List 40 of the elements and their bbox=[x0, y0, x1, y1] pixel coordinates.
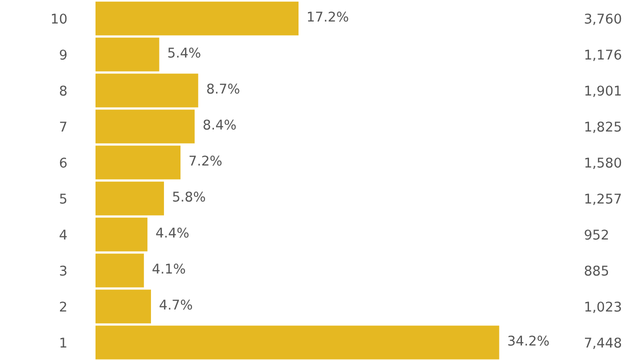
text: 952 bbox=[584, 228, 610, 244]
data-label: 4.4% bbox=[155, 226, 190, 242]
y-tick-label: 5 bbox=[59, 192, 68, 208]
bar bbox=[96, 182, 164, 216]
bar bbox=[96, 146, 180, 180]
data-label: 5.8% bbox=[172, 190, 206, 206]
y-tick-label: 7 bbox=[59, 120, 68, 136]
text: 7,448 bbox=[584, 336, 622, 352]
data-label: 8.4% bbox=[202, 118, 237, 134]
bar bbox=[96, 74, 198, 108]
y-tick-label: 4 bbox=[59, 228, 68, 244]
data-label: 5.4% bbox=[167, 46, 202, 62]
text: 1,257 bbox=[584, 192, 622, 208]
text: 1,023 bbox=[584, 300, 622, 316]
bar bbox=[96, 254, 144, 288]
y-tick-label: 6 bbox=[59, 156, 68, 172]
data-label: 4.7% bbox=[158, 298, 193, 314]
text: 3,760 bbox=[584, 12, 622, 28]
text: 1,176 bbox=[584, 48, 622, 64]
text: 1,580 bbox=[584, 156, 622, 172]
y-tick-label: 1 bbox=[59, 336, 68, 352]
bar bbox=[96, 110, 195, 144]
y-tick-label: 10 bbox=[50, 12, 68, 28]
data-label: 34.2% bbox=[507, 334, 550, 350]
bar bbox=[96, 326, 500, 360]
data-label: 17.2% bbox=[306, 10, 349, 26]
text: 1,901 bbox=[584, 84, 622, 100]
text: 885 bbox=[584, 264, 610, 280]
bar bbox=[96, 218, 148, 252]
data-label: 8.7% bbox=[206, 82, 240, 98]
y-tick-label: 9 bbox=[59, 48, 68, 64]
data-label: 4.1% bbox=[152, 262, 186, 278]
y-tick-label: 3 bbox=[59, 264, 68, 280]
bar bbox=[96, 2, 299, 36]
y-tick-label: 8 bbox=[59, 84, 68, 100]
data-label: 7.2% bbox=[188, 154, 222, 170]
bar bbox=[96, 290, 151, 324]
y-tick-label: 2 bbox=[59, 300, 68, 316]
bar bbox=[96, 38, 160, 72]
text: 1,825 bbox=[584, 120, 622, 136]
